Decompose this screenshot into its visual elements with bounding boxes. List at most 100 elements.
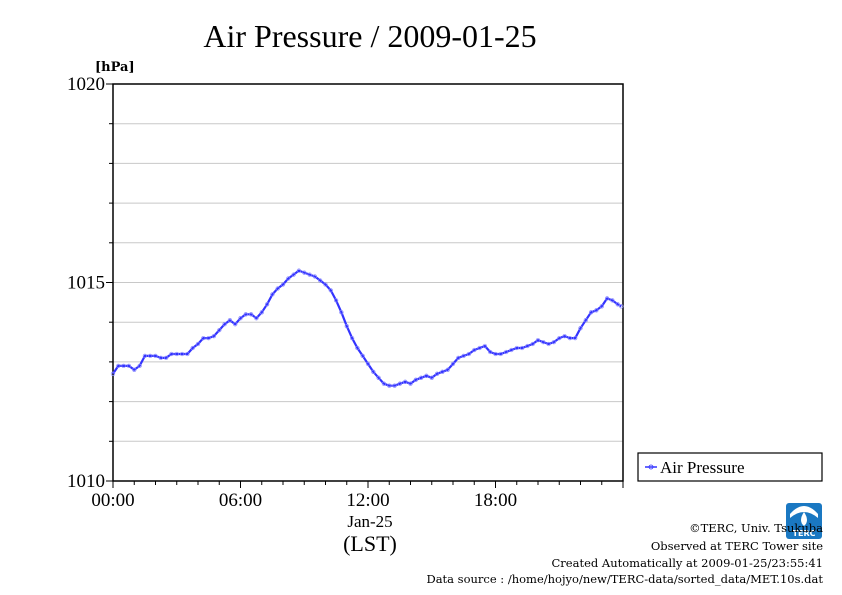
data-point [535, 337, 541, 343]
legend-box [637, 452, 823, 482]
legend-marker [648, 464, 654, 470]
data-point [445, 367, 450, 372]
data-point [148, 353, 153, 359]
data-point [259, 310, 264, 315]
data-point [217, 327, 222, 333]
series-air-pressure [110, 268, 624, 388]
data-point [482, 343, 488, 349]
data-point [211, 333, 217, 339]
legend: Air Pressure [637, 452, 823, 482]
data-point [333, 298, 339, 303]
x-tick-label: 06:00 [219, 490, 262, 511]
data-point [434, 371, 440, 376]
data-point [619, 304, 624, 309]
chart-title: Air Pressure / 2009-01-25 [203, 18, 536, 54]
data-point [503, 349, 509, 355]
data-point [424, 373, 429, 378]
data-point [201, 335, 206, 341]
logo-text: TERC [793, 529, 816, 538]
y-tick-label: 1010 [67, 471, 105, 492]
data-point [179, 351, 185, 357]
data-point [541, 339, 546, 345]
data-point [376, 375, 381, 380]
data-point [355, 345, 360, 351]
data-point [323, 282, 328, 287]
y-tick-label: 1020 [67, 74, 105, 95]
data-point [318, 278, 323, 283]
data-point [126, 363, 132, 369]
data-point [365, 361, 371, 367]
y-tick-label: 1015 [67, 273, 105, 294]
data-point [488, 349, 493, 355]
data-point [450, 361, 456, 367]
data-point [307, 272, 312, 277]
data-point [371, 369, 376, 374]
data-point [429, 375, 434, 380]
data-point [302, 270, 307, 275]
x-tick-label: 12:00 [346, 490, 389, 511]
data-point [461, 353, 466, 359]
data-point [137, 363, 142, 369]
data-point [360, 353, 365, 359]
data-point [349, 335, 355, 341]
data-point [403, 379, 408, 384]
data-point [397, 381, 403, 386]
data-point [456, 355, 461, 361]
data-point [163, 355, 169, 361]
data-point [280, 282, 286, 287]
data-point [185, 351, 190, 357]
data-point [270, 292, 275, 297]
data-point [519, 345, 525, 351]
data-point [238, 316, 243, 321]
data-point [573, 335, 578, 341]
gridlines [113, 123, 623, 442]
data-point [567, 335, 573, 341]
x-tick-label: 18:00 [474, 490, 517, 511]
x-axis: 00:00 06:00 12:00 18:00 [91, 481, 624, 511]
legend-label: Air Pressure [660, 458, 745, 477]
credit-observed: Observed at TERC Tower site [651, 539, 823, 553]
data-point [466, 351, 472, 357]
data-point [195, 341, 201, 347]
data-point [291, 272, 296, 277]
data-point [248, 312, 254, 317]
data-point [610, 298, 615, 303]
data-point [142, 353, 148, 359]
credit-created: Created Automatically at 2009-01-25/23:5… [552, 556, 824, 570]
data-point [132, 367, 137, 372]
data-point [312, 274, 318, 279]
data-point [546, 341, 551, 347]
data-point [578, 326, 583, 331]
logo-drop [801, 512, 807, 526]
data-point [264, 302, 270, 307]
data-point [477, 345, 482, 351]
data-point [594, 308, 599, 313]
terc-logo: TERC [786, 503, 822, 539]
data-point [116, 363, 121, 369]
data-point [206, 335, 211, 341]
data-point [275, 286, 280, 291]
data-point [344, 324, 349, 329]
data-point [387, 383, 392, 388]
x-axis-title: (LST) [343, 531, 397, 556]
data-point [110, 371, 116, 376]
data-point [418, 375, 424, 380]
data-point [339, 310, 344, 315]
data-point [286, 276, 291, 281]
data-point [158, 355, 163, 361]
data-point [121, 363, 126, 369]
data-point [328, 288, 333, 293]
data-point [514, 345, 519, 351]
data-point [530, 341, 535, 347]
data-point [233, 322, 238, 327]
data-point [562, 333, 567, 339]
data-point [243, 312, 248, 317]
data-point [296, 268, 302, 273]
y-axis: 1010 1015 1020 [67, 74, 113, 492]
data-point [583, 318, 588, 323]
data-point [153, 353, 158, 359]
data-point [604, 296, 610, 301]
data-point [174, 351, 179, 357]
data-point [525, 343, 530, 349]
